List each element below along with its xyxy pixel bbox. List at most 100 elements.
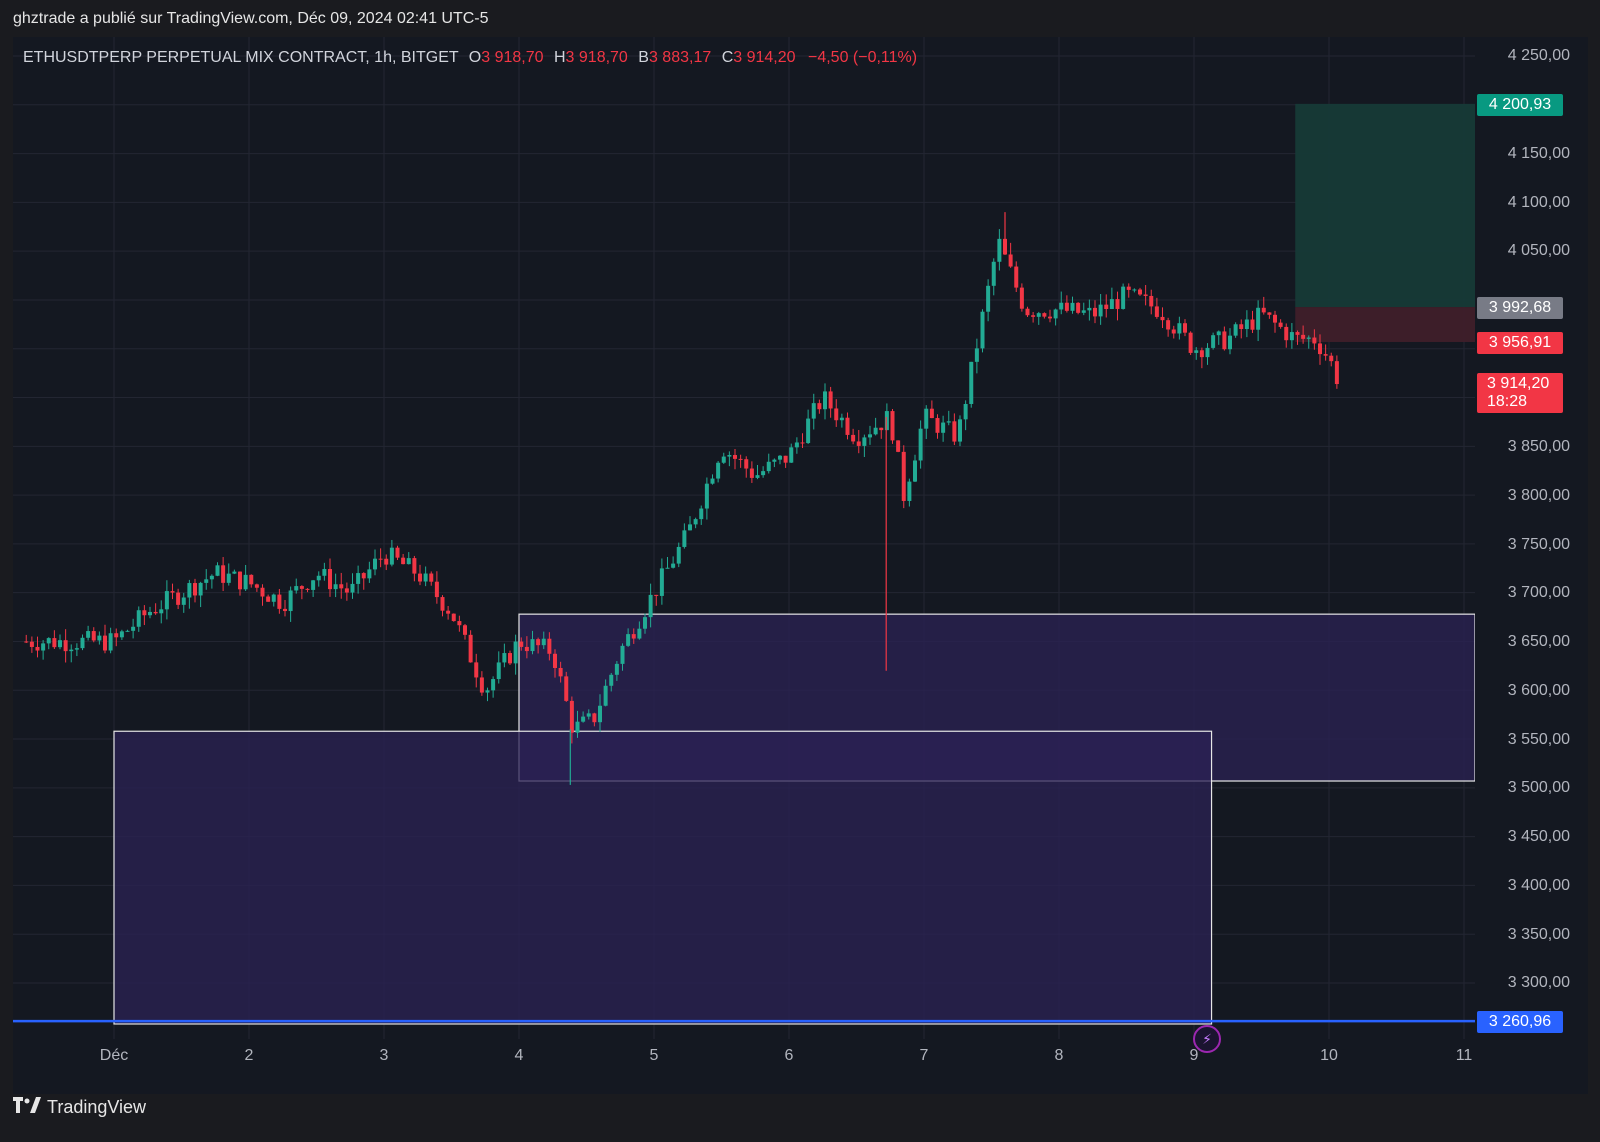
candle-up bbox=[862, 437, 867, 446]
candle-down bbox=[1064, 302, 1069, 311]
time-axis[interactable]: Déc 2 3 4 5 6 7 8 9 10 11 bbox=[13, 1039, 1475, 1069]
candle-up bbox=[839, 417, 844, 421]
candle-up bbox=[755, 475, 760, 478]
candle-up bbox=[637, 628, 642, 639]
candle-down bbox=[1329, 355, 1334, 362]
candle-up bbox=[659, 568, 664, 596]
time-tick: 7 bbox=[919, 1047, 929, 1064]
candle-up bbox=[125, 630, 130, 632]
candle-down bbox=[283, 608, 287, 612]
candle-up bbox=[294, 586, 299, 591]
candle-down bbox=[1154, 306, 1159, 317]
candle-up bbox=[986, 285, 991, 312]
candle-down bbox=[114, 633, 119, 638]
candle-up bbox=[946, 421, 951, 423]
price-tick: 4 100,00 bbox=[1507, 194, 1570, 211]
candle-up bbox=[581, 716, 586, 722]
price-tick: 3 650,00 bbox=[1507, 633, 1570, 650]
candle-down bbox=[524, 646, 529, 652]
price-tick: 3 850,00 bbox=[1507, 438, 1570, 455]
candle-up bbox=[311, 580, 316, 590]
candle-down bbox=[1093, 307, 1097, 317]
candle-up bbox=[1087, 307, 1092, 311]
candle-down bbox=[1166, 320, 1171, 330]
candle-up bbox=[1228, 335, 1232, 350]
candle-down bbox=[1048, 316, 1052, 319]
price-tick: 4 150,00 bbox=[1507, 145, 1570, 162]
candle-down bbox=[1171, 329, 1176, 334]
candle-down bbox=[1318, 343, 1322, 355]
candle-up bbox=[389, 547, 394, 565]
price-chart-canvas[interactable] bbox=[13, 37, 1475, 1039]
candle-up bbox=[1177, 323, 1182, 334]
price-axis[interactable]: 4 250,00 4 150,00 4 100,00 4 050,00 3 85… bbox=[1475, 37, 1588, 1094]
symbol-name[interactable]: ETHUSDTPERP PERPETUAL MIX CONTRACT, 1h, … bbox=[23, 49, 459, 66]
candle-up bbox=[789, 447, 794, 463]
candle-up bbox=[41, 643, 46, 651]
price-tick: 3 550,00 bbox=[1507, 731, 1570, 748]
candle-down bbox=[1295, 332, 1300, 335]
time-tick: 10 bbox=[1320, 1047, 1338, 1064]
publish-header: ghztrade a publié sur TradingView.com, D… bbox=[13, 10, 489, 27]
line-price-tag: 3 260,96 bbox=[1477, 1011, 1563, 1033]
candle-up bbox=[86, 631, 91, 638]
candle-up bbox=[1289, 332, 1294, 341]
candle-up bbox=[693, 519, 698, 525]
candle-up bbox=[823, 391, 827, 410]
candle-down bbox=[1031, 315, 1036, 317]
candle-down bbox=[783, 455, 788, 463]
candle-up bbox=[502, 653, 507, 663]
candle-up bbox=[974, 348, 979, 362]
candle-down bbox=[395, 547, 400, 558]
open-label: O bbox=[468, 49, 482, 66]
candle-up bbox=[997, 238, 1002, 262]
lightning-alert-icon[interactable]: ⚡ bbox=[1193, 1025, 1221, 1053]
price-tick: 3 800,00 bbox=[1507, 487, 1570, 504]
candle-down bbox=[440, 597, 445, 611]
candle-up bbox=[598, 705, 602, 723]
candle-up bbox=[665, 567, 670, 569]
candle-down bbox=[344, 588, 349, 593]
candle-down bbox=[361, 573, 366, 579]
candle-down bbox=[851, 434, 856, 442]
candle-down bbox=[519, 641, 524, 647]
candle-up bbox=[603, 685, 608, 706]
candle-down bbox=[328, 569, 332, 590]
candle-down bbox=[1284, 326, 1289, 341]
time-tick: 6 bbox=[784, 1047, 794, 1064]
price-tick: 3 750,00 bbox=[1507, 536, 1570, 553]
candle-down bbox=[828, 391, 833, 409]
candle-down bbox=[142, 610, 147, 616]
candle-down bbox=[1076, 302, 1081, 313]
candle-up bbox=[913, 460, 917, 482]
candle-down bbox=[1183, 323, 1187, 333]
candle-up bbox=[969, 361, 974, 404]
candle-down bbox=[817, 403, 822, 410]
candle-down bbox=[1019, 287, 1024, 309]
time-tick: 5 bbox=[649, 1047, 659, 1064]
candle-down bbox=[170, 591, 175, 593]
candle-down bbox=[800, 442, 805, 444]
high-label: H bbox=[553, 49, 566, 66]
chart-panel[interactable]: ETHUSDTPERP PERPETUAL MIX CONTRACT, 1h, … bbox=[13, 37, 1588, 1094]
candle-down bbox=[1273, 314, 1277, 323]
candle-down bbox=[569, 700, 574, 733]
price-tick: 3 400,00 bbox=[1507, 877, 1570, 894]
candle-down bbox=[856, 441, 861, 446]
price-tick: 4 250,00 bbox=[1507, 47, 1570, 64]
candle-down bbox=[1149, 295, 1154, 307]
symbol-legend[interactable]: ETHUSDTPERP PERPETUAL MIX CONTRACT, 1h, … bbox=[23, 49, 917, 67]
candle-up bbox=[620, 645, 625, 664]
candle-down bbox=[935, 418, 940, 433]
candle-up bbox=[1244, 319, 1249, 330]
time-tick: 11 bbox=[1455, 1047, 1473, 1064]
candle-down bbox=[1003, 238, 1007, 255]
candle-up bbox=[766, 461, 771, 472]
candle-up bbox=[58, 640, 62, 648]
candle-up bbox=[907, 481, 912, 501]
candle-up bbox=[1098, 304, 1103, 317]
candle-down bbox=[1188, 332, 1193, 353]
candle-up bbox=[131, 626, 136, 631]
candle-up bbox=[1233, 324, 1238, 336]
candle-up bbox=[614, 663, 619, 675]
